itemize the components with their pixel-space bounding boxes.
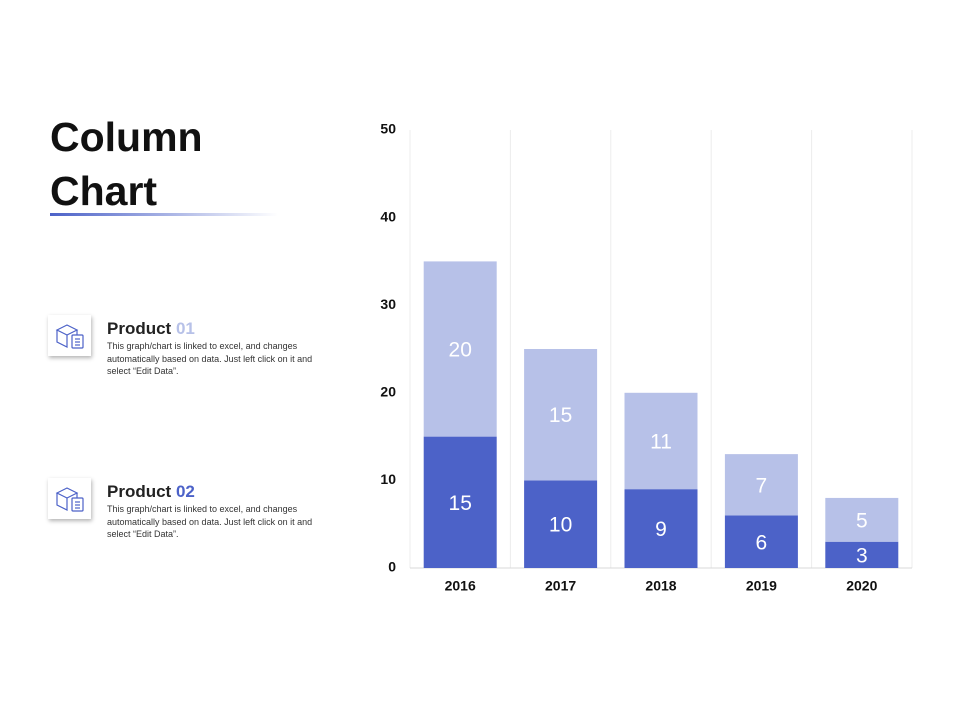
product-icon: [48, 478, 91, 519]
x-tick-label: 2020: [846, 578, 877, 594]
x-tick-label: 2019: [746, 578, 777, 594]
bar-segment: [423, 261, 497, 437]
value-label: 5: [856, 509, 868, 532]
bar-segment: [624, 392, 698, 490]
value-label: 15: [449, 492, 472, 515]
slide-title: Column Chart: [50, 114, 203, 214]
y-tick-label: 40: [380, 208, 396, 224]
value-label: 20: [449, 339, 472, 362]
y-tick-label: 10: [380, 471, 396, 487]
bar-segment: [624, 489, 698, 568]
value-label: 15: [549, 404, 572, 427]
product-icon: [48, 315, 91, 356]
bar-segment: [825, 541, 899, 568]
y-tick-label: 30: [380, 296, 396, 312]
icon-graphic: [55, 324, 84, 349]
legend-description: This graph/chart is linked to excel, and…: [107, 341, 313, 376]
legend-label: Product 02: [107, 482, 195, 501]
bar-segment: [825, 497, 899, 542]
bar-segment: [524, 349, 598, 481]
x-tick-label: 2018: [645, 578, 676, 594]
value-label: 6: [756, 531, 768, 554]
legend-label: Product 01: [107, 319, 195, 338]
legend-description: This graph/chart is linked to excel, and…: [107, 504, 313, 539]
y-tick-label: 0: [388, 559, 396, 575]
value-label: 7: [756, 474, 768, 497]
x-tick-label: 2017: [545, 578, 576, 594]
bar-segment: [724, 515, 798, 568]
title-underline: [50, 213, 278, 216]
y-tick-label: 20: [380, 384, 396, 400]
value-label: 3: [856, 544, 868, 567]
bar-segment: [724, 454, 798, 516]
x-tick-label: 2016: [445, 578, 476, 594]
bar-segment: [423, 436, 497, 568]
value-label: 9: [655, 518, 667, 541]
value-label: 11: [650, 431, 672, 454]
bar-segment: [524, 480, 598, 568]
y-tick-label: 50: [380, 121, 396, 137]
icon-graphic: [55, 487, 84, 512]
value-label: 10: [549, 514, 572, 537]
